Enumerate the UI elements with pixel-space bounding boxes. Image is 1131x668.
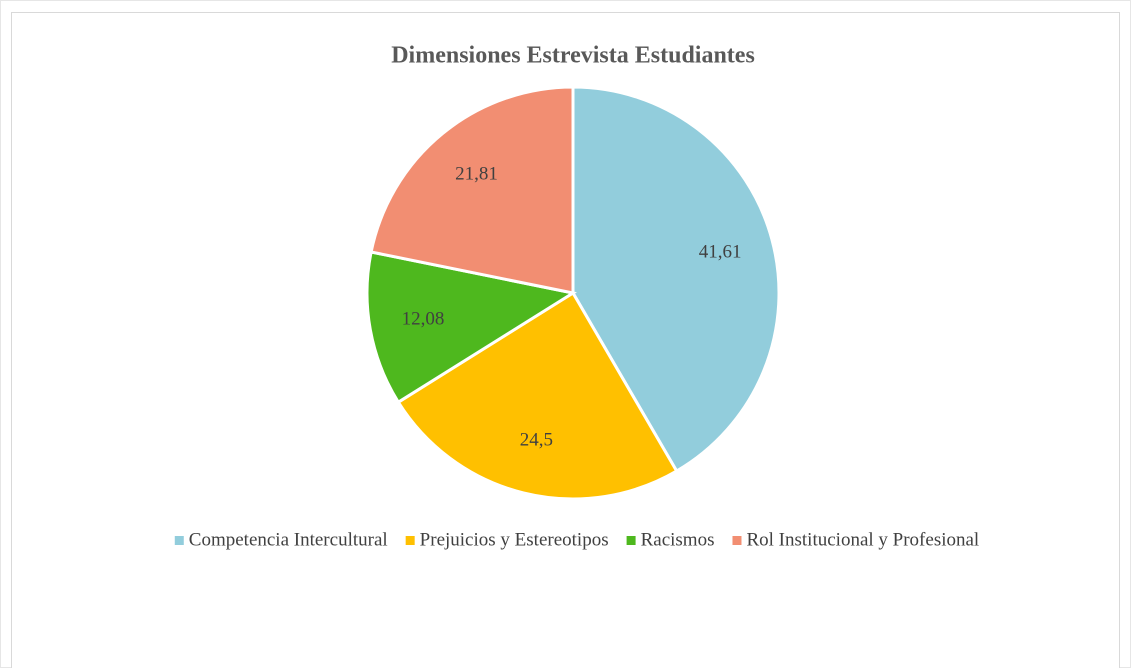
legend-marker: [174, 536, 184, 545]
data-label: 24,5: [520, 429, 553, 450]
legend-label: Racismos: [641, 529, 715, 550]
legend-label: Rol Institucional y Profesional: [746, 529, 979, 550]
legend-label: Prejuicios y Estereotipos: [420, 529, 609, 550]
pie-slice: [369, 85, 575, 295]
pie-slice: [571, 85, 781, 474]
data-label: 41,61: [699, 242, 742, 263]
pie-slice: [396, 290, 679, 501]
chart-title: Dimensiones Estrevista Estudiantes: [391, 43, 755, 69]
legend-marker: [732, 536, 742, 545]
data-label: 12,08: [402, 309, 445, 330]
pie-slice: [365, 250, 577, 405]
data-label: 21,81: [455, 163, 498, 184]
legend-marker: [626, 536, 636, 545]
legend-marker: [405, 536, 415, 545]
legend-label: Competencia Intercultural: [189, 529, 388, 550]
